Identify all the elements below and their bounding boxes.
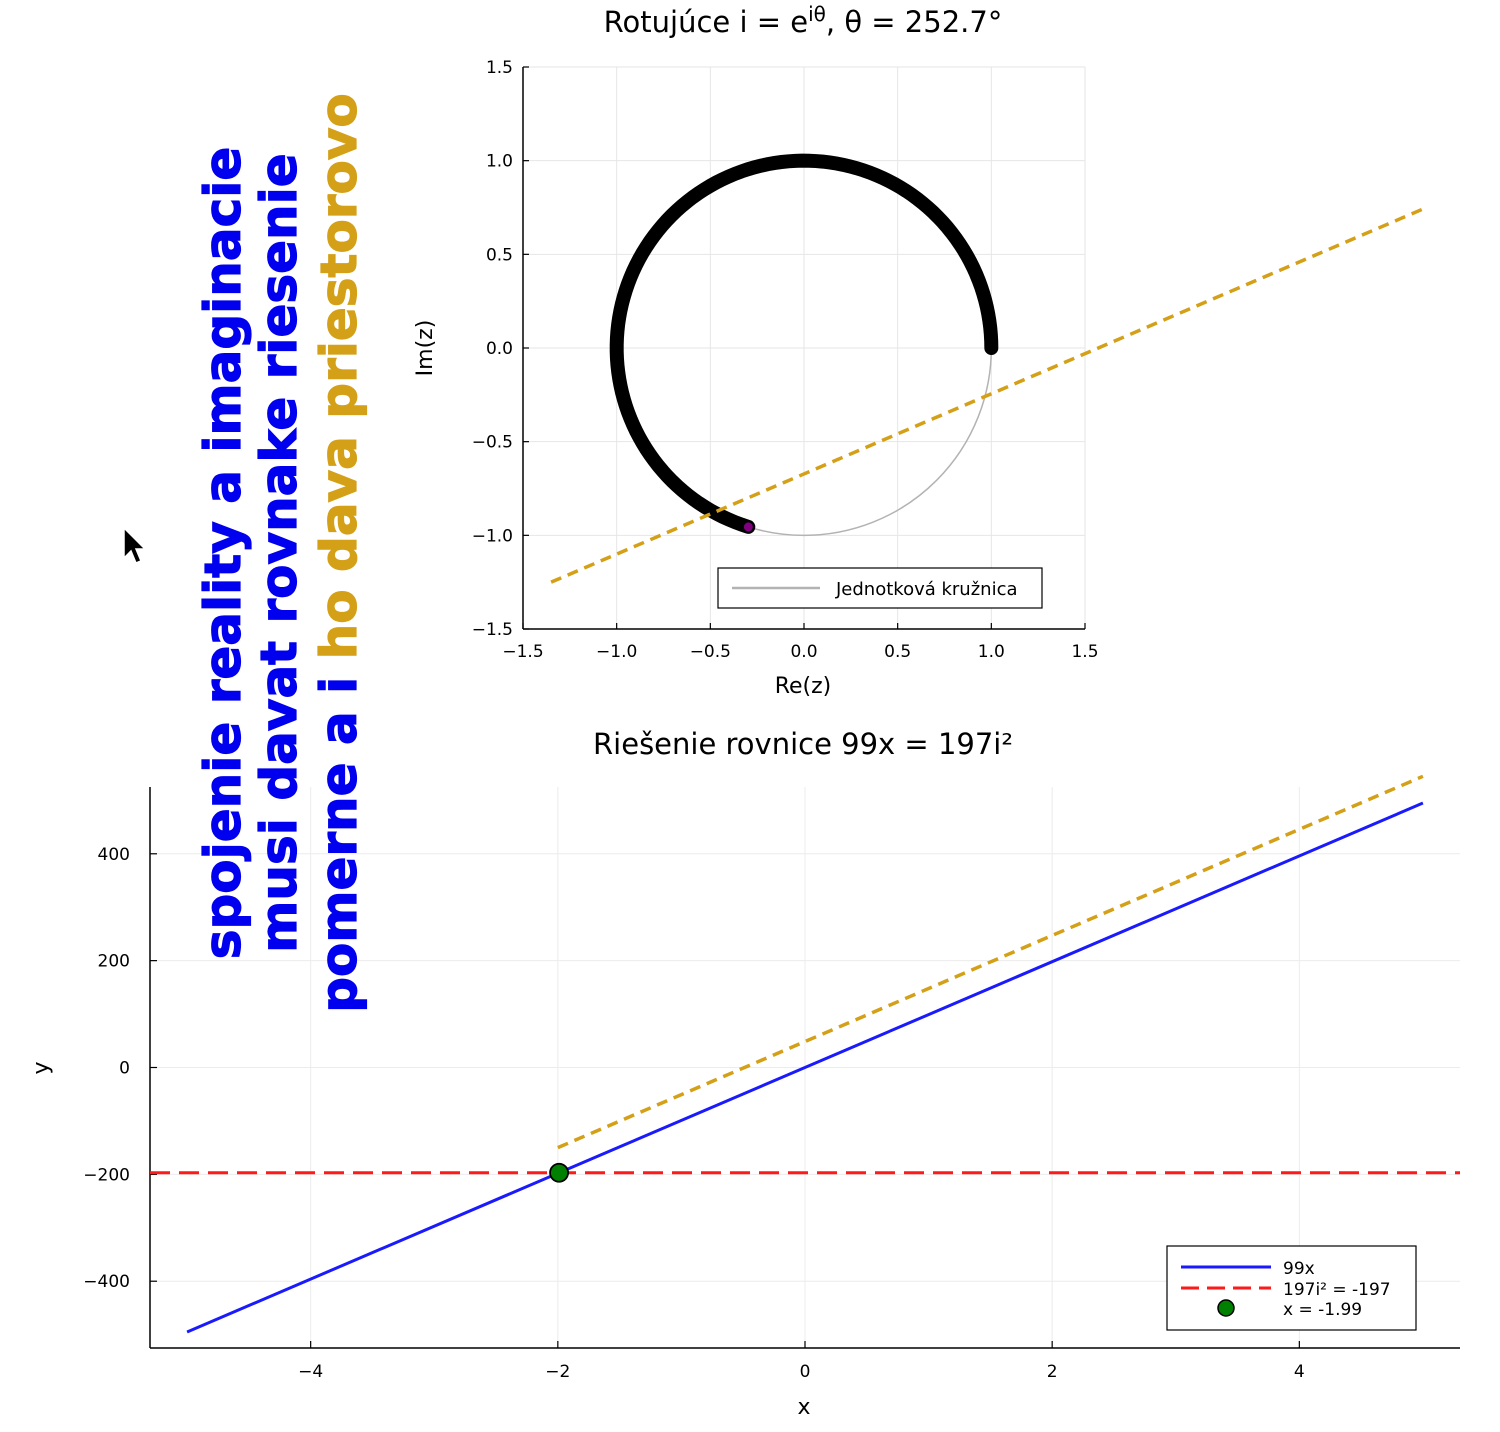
plot1-ylabel: Im(z) [413, 320, 438, 377]
plot2-ytick-label: 200 [98, 952, 130, 972]
plot1-grid [522, 66, 1086, 630]
plot2-ytick-label: −200 [83, 1165, 130, 1185]
equation-solution-plot: −4 −2 0 2 4 −400 −200 0 200 400 Riešenie rovnice … [29, 727, 1460, 1420]
plot1-ytick-label: 1.0 [486, 152, 513, 172]
plot1-xtick-label: 1.5 [1071, 642, 1098, 662]
plot2-xlabel: x [797, 1395, 810, 1420]
plot1-ytick-label: −1.5 [472, 620, 513, 640]
plot1-series [550, 153, 1423, 584]
plot2-legend: 99x 197i² = -197 x = -1.99 [1166, 1245, 1417, 1331]
plot1-xtick-label: 1.0 [978, 642, 1005, 662]
plot1-xtick-label: 0.0 [790, 642, 817, 662]
plot2-ticks: −4 −2 0 2 4 −400 −200 0 200 400 [83, 845, 1304, 1382]
annotation-line-3-part-1: pomerne a i [310, 659, 368, 1012]
plot2-grid [150, 787, 1460, 1348]
plot2-legend-label-solution: x = -1.99 [1283, 1300, 1362, 1320]
annotation-line-2: musi davat rovnake riesenie [250, 153, 308, 952]
plot2-legend-swatch-solution [1217, 1299, 1235, 1317]
plot2-ytick-label: 0 [119, 1059, 130, 1079]
plot1-xtick-label: −1.0 [596, 642, 637, 662]
plot2-legend-label-197i2: 197i² = -197 [1283, 1280, 1391, 1300]
plot1-ytick-label: 1.5 [486, 58, 513, 78]
plot1-xtick-label: −1.5 [502, 642, 543, 662]
plot2-xtick-label: 4 [1294, 1362, 1305, 1382]
plot1-legend: Jednotková kružnica [717, 567, 1043, 609]
plot2-series [150, 774, 1460, 1334]
plot2-ytick-label: 400 [98, 845, 130, 865]
plot1-legend-label-unit-circle: Jednotková kružnica [835, 579, 1018, 600]
plot1-title: Rotujúce i = eiθ, θ = 252.7° [604, 2, 1003, 39]
plot2-gold-dashed-line [557, 774, 1424, 1150]
plot1-xtick-label: 0.5 [884, 642, 911, 662]
annotation-line-3: pomerne a i ho dava priestorovo [310, 93, 368, 1013]
plot1-xtick-label: −0.5 [690, 642, 731, 662]
plot2-xtick-label: 2 [1047, 1362, 1058, 1382]
series-99x-line [186, 801, 1424, 1334]
current-i-point [742, 521, 754, 533]
plot2-xtick-label: −2 [545, 1362, 570, 1382]
plot2-xtick-label: −4 [298, 1362, 323, 1382]
solution-point [549, 1162, 569, 1183]
plot2-title: Riešenie rovnice 99x = 197i² [593, 727, 1013, 761]
plot2-xtick-label: 0 [800, 1362, 811, 1382]
plot1-ytick-label: 0.0 [486, 339, 513, 359]
plot1-ytick-label: −1.0 [472, 526, 513, 546]
annotation-line-3-part-2: ho dava priestorovo [310, 93, 368, 659]
plot2-ylabel: y [29, 1061, 54, 1074]
handwritten-annotation: spojenie reality a imaginacie musi davat… [193, 93, 368, 1014]
rotating-i-plot: −1.5 −1.0 −0.5 0.0 0.5 1.0 1.5 −1.5 −1.0 −0.5 0.0 0… [413, 2, 1423, 699]
plot1-dashed-line [550, 207, 1423, 584]
plot1-ytick-label: 0.5 [486, 245, 513, 265]
mouse-cursor-icon [123, 526, 147, 564]
rotation-arc [609, 153, 999, 534]
plot1-ytick-label: −0.5 [472, 433, 513, 453]
plot1-ticks: −1.5 −1.0 −0.5 0.0 0.5 1.0 1.5 −1.5 −1.0 −0.5 0.0 0… [472, 58, 1099, 662]
plot1-xlabel: Re(z) [775, 674, 832, 699]
plot2-ytick-label: −400 [83, 1272, 130, 1292]
annotation-line-1: spojenie reality a imaginacie [194, 147, 252, 960]
plot2-legend-label-99x: 99x [1283, 1259, 1315, 1279]
